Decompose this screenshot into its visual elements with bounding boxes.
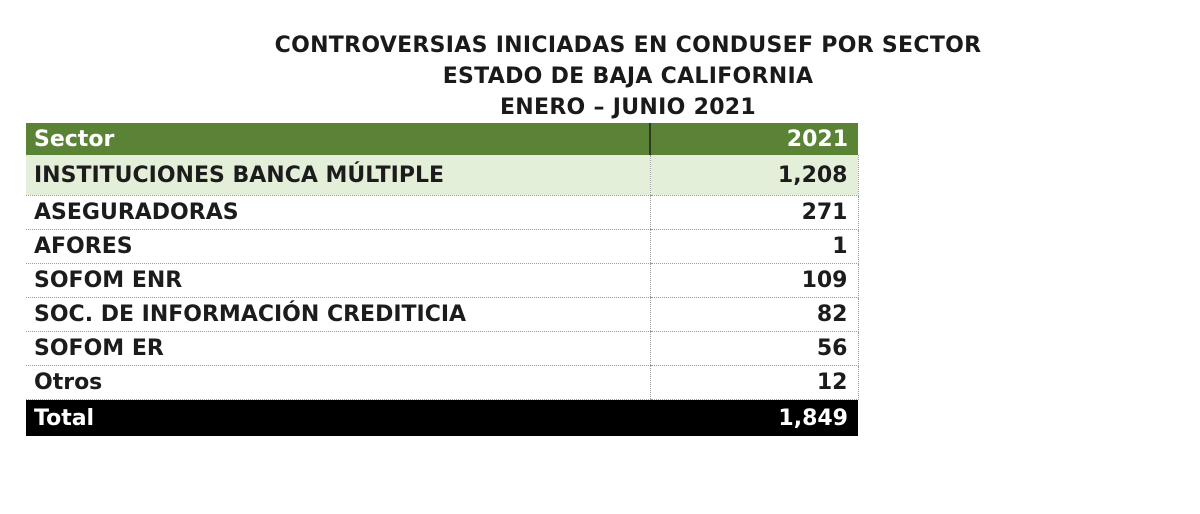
total-value: 1,849: [650, 399, 858, 436]
table-row: SOC. DE INFORMACIÓN CREDITICIA 82: [26, 297, 859, 332]
row-sector-label: SOFOM ER: [26, 331, 650, 366]
row-sector-label: ASEGURADORAS: [26, 195, 650, 230]
header-year: 2021: [649, 123, 858, 155]
header-row: Sector 2021: [26, 123, 858, 155]
title-line-3: ENERO – JUNIO 2021: [499, 95, 757, 120]
row-value: 82: [649, 297, 859, 332]
sector-table: Sector 2021 INSTITUCIONES BANCA MÚLTIPLE…: [26, 123, 859, 436]
row-sector-label: SOFOM ENR: [26, 263, 650, 298]
chart-title-block: CONTROVERSIAS INICIADAS EN CONDUSEF POR …: [0, 30, 1200, 123]
title-line-2: ESTADO DE BAJA CALIFORNIA: [442, 64, 814, 89]
row-sector-label: INSTITUCIONES BANCA MÚLTIPLE: [26, 155, 650, 196]
row-sector-label: SOC. DE INFORMACIÓN CREDITICIA: [26, 297, 650, 332]
total-row: Total 1,849: [26, 399, 858, 436]
row-sector-label: Otros: [26, 365, 650, 400]
total-label: Total: [26, 399, 650, 436]
row-value: 271: [649, 195, 859, 230]
table-row: AFORES 1: [26, 229, 859, 264]
table-row: SOFOM ENR 109: [26, 263, 859, 298]
header-sector: Sector: [26, 123, 650, 155]
row-value: 109: [649, 263, 859, 298]
table-row: Otros 12: [26, 365, 859, 400]
table-row: INSTITUCIONES BANCA MÚLTIPLE 1,208: [26, 155, 859, 196]
row-value: 1,208: [649, 155, 859, 196]
table-row: SOFOM ER 56: [26, 331, 859, 366]
row-value: 56: [649, 331, 859, 366]
row-value: 12: [649, 365, 859, 400]
title-line-1: CONTROVERSIAS INICIADAS EN CONDUSEF POR …: [274, 33, 982, 58]
row-sector-label: AFORES: [26, 229, 650, 264]
row-value: 1: [649, 229, 859, 264]
table-row: ASEGURADORAS 271: [26, 195, 859, 230]
